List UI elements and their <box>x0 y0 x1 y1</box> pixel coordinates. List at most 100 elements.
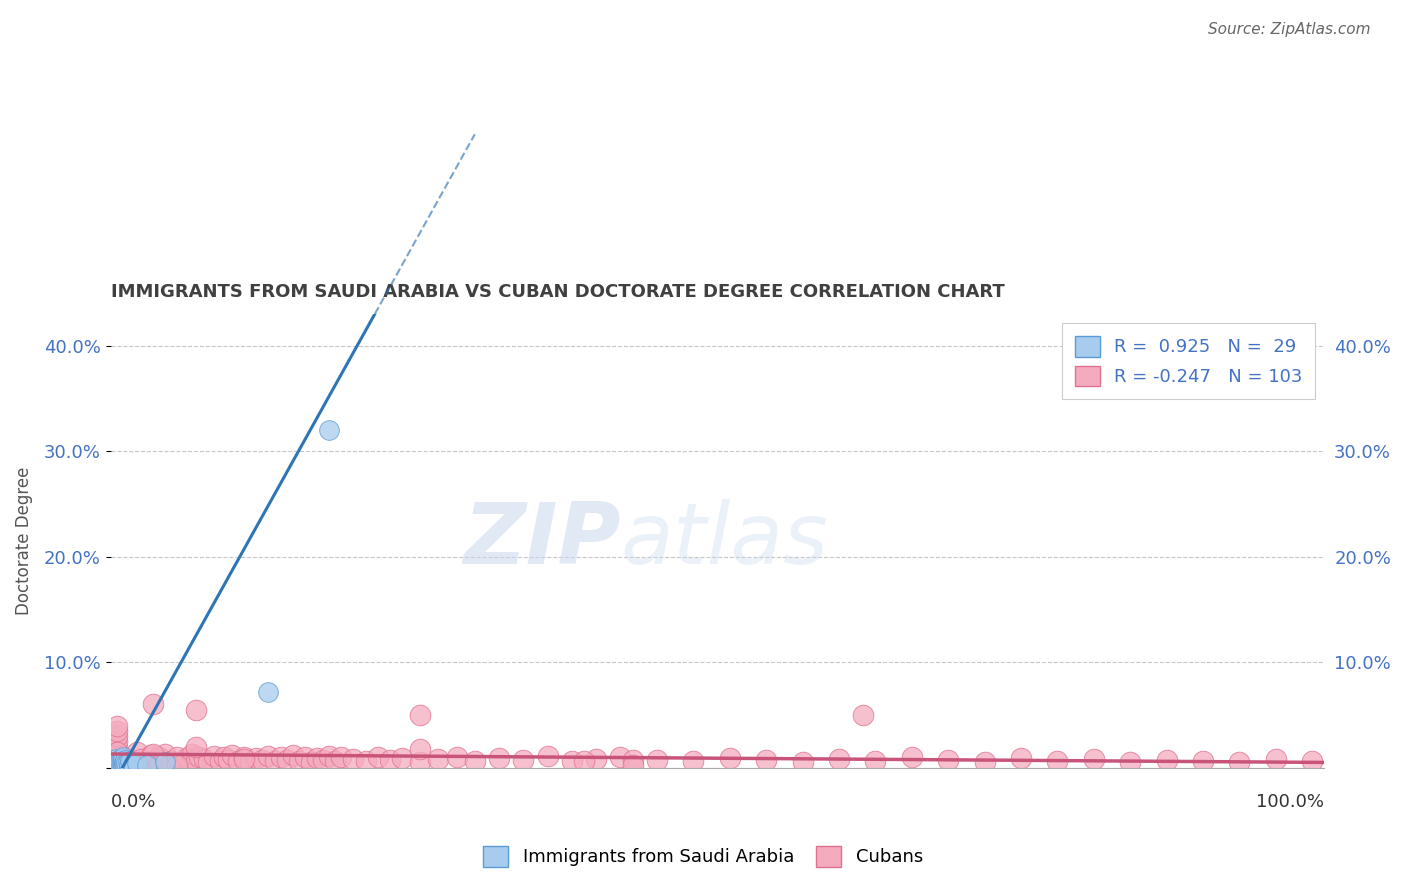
Point <box>828 752 851 766</box>
Point <box>367 750 389 764</box>
Point <box>221 747 243 762</box>
Point <box>512 753 534 767</box>
Point <box>118 752 141 766</box>
Point <box>609 750 631 764</box>
Point <box>160 755 183 769</box>
Point <box>146 755 169 769</box>
Point <box>150 753 173 767</box>
Point <box>142 698 165 712</box>
Point <box>1301 755 1323 769</box>
Text: atlas: atlas <box>620 500 828 582</box>
Point <box>270 750 292 764</box>
Point <box>257 684 280 698</box>
Point <box>342 752 364 766</box>
Point <box>110 757 132 772</box>
Point <box>446 750 468 764</box>
Legend: R =  0.925   N =  29, R = -0.247   N = 103: R = 0.925 N = 29, R = -0.247 N = 103 <box>1062 323 1316 399</box>
Point <box>111 757 134 772</box>
Point <box>105 729 128 743</box>
Point <box>105 739 128 754</box>
Point <box>645 753 668 767</box>
Point <box>409 708 432 723</box>
Point <box>621 757 644 772</box>
Point <box>105 756 128 770</box>
Point <box>121 757 143 772</box>
Point <box>134 757 156 772</box>
Point <box>120 755 142 769</box>
Point <box>197 756 219 770</box>
Point <box>114 753 136 767</box>
Point <box>276 753 298 767</box>
Point <box>193 752 215 766</box>
Point <box>936 753 959 767</box>
Point <box>110 757 132 772</box>
Point <box>212 750 235 764</box>
Point <box>621 753 644 767</box>
Point <box>111 756 134 771</box>
Point <box>114 757 136 772</box>
Point <box>852 708 875 723</box>
Point <box>226 755 249 769</box>
Point <box>111 755 134 769</box>
Point <box>305 751 328 765</box>
Point <box>294 750 316 764</box>
Text: IMMIGRANTS FROM SAUDI ARABIA VS CUBAN DOCTORATE DEGREE CORRELATION CHART: IMMIGRANTS FROM SAUDI ARABIA VS CUBAN DO… <box>111 284 1004 301</box>
Point <box>202 749 225 764</box>
Point <box>105 718 128 732</box>
Point <box>245 751 267 765</box>
Point <box>105 750 128 764</box>
Text: 0.0%: 0.0% <box>111 793 156 811</box>
Point <box>105 745 128 759</box>
Point <box>299 756 322 770</box>
Point <box>129 752 152 766</box>
Point <box>792 756 814 770</box>
Point <box>155 756 177 770</box>
Point <box>409 756 432 770</box>
Point <box>101 757 124 772</box>
Point <box>391 751 413 765</box>
Text: ZIP: ZIP <box>463 500 620 582</box>
Point <box>263 755 285 769</box>
Point <box>1119 756 1142 770</box>
Point <box>900 750 922 764</box>
Text: 100.0%: 100.0% <box>1257 793 1324 811</box>
Point <box>136 756 159 770</box>
Point <box>323 755 346 769</box>
Point <box>176 751 198 765</box>
Point <box>181 747 204 761</box>
Point <box>107 757 129 772</box>
Point <box>1010 751 1032 765</box>
Point <box>117 756 139 770</box>
Point <box>427 752 450 766</box>
Point <box>173 756 195 770</box>
Point <box>572 755 595 769</box>
Point <box>318 423 340 437</box>
Point <box>127 745 149 759</box>
Point <box>233 750 256 764</box>
Point <box>108 753 131 767</box>
Point <box>537 749 560 764</box>
Point <box>252 753 274 767</box>
Point <box>188 750 211 764</box>
Point <box>464 755 486 769</box>
Point <box>354 755 377 769</box>
Point <box>136 757 159 772</box>
Point <box>105 723 128 738</box>
Point <box>111 750 134 764</box>
Point <box>114 757 136 772</box>
Point <box>118 757 141 772</box>
Point <box>105 750 128 764</box>
Point <box>1264 752 1286 766</box>
Point <box>184 755 207 769</box>
Point <box>488 751 510 765</box>
Point <box>257 749 280 764</box>
Point <box>973 756 995 770</box>
Point <box>755 753 778 767</box>
Point <box>148 757 170 772</box>
Point <box>1083 752 1105 766</box>
Point <box>112 756 135 771</box>
Point <box>318 749 340 764</box>
Point <box>184 703 207 717</box>
Point <box>378 753 401 767</box>
Point <box>1229 756 1251 770</box>
